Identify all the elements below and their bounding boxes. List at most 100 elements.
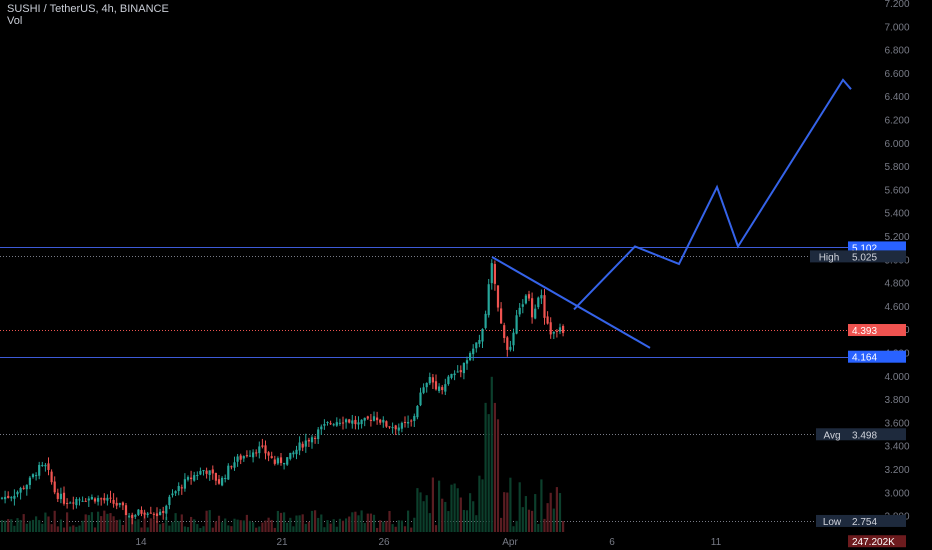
candle-body: [434, 381, 438, 390]
candle-body: [47, 463, 50, 470]
volume-bar: [137, 519, 140, 532]
candle-body: [248, 455, 252, 457]
candle-body: [345, 419, 348, 423]
candle-body: [100, 498, 103, 500]
candle-body: [16, 491, 19, 495]
candle-body: [7, 495, 10, 498]
volume-bar: [16, 518, 19, 532]
volume-bar: [295, 515, 298, 532]
y-tick-label: 3.600: [884, 418, 909, 429]
volume-bar: [245, 514, 248, 532]
volume-bar: [558, 493, 562, 532]
volume-bar: [149, 518, 152, 532]
price-label-tag: Low: [823, 517, 842, 528]
volume-bar: [413, 517, 416, 532]
y-tick-label: 6.600: [884, 69, 909, 80]
candle-body: [273, 459, 276, 464]
candle-body: [183, 479, 186, 489]
volume-bar: [475, 515, 478, 532]
candle-body: [211, 469, 214, 474]
price-label-box: [848, 350, 906, 363]
volume-bar: [314, 510, 317, 532]
volume-bar: [35, 516, 38, 532]
candle-body: [66, 503, 69, 505]
volume-bar: [217, 515, 221, 532]
candle-body: [81, 500, 84, 502]
price-label-tag-box: [816, 514, 848, 527]
volume-bar: [531, 510, 534, 532]
candle-body: [115, 502, 118, 506]
price-label-value: 4.164: [852, 353, 877, 364]
candle-body: [159, 511, 162, 515]
candle-body: [369, 419, 372, 421]
candle-body: [236, 456, 239, 462]
candle-body: [465, 360, 469, 364]
volume-bar: [438, 480, 441, 532]
y-tick-label: 7.000: [884, 22, 909, 33]
candle-body: [475, 342, 478, 349]
volume-bar: [10, 519, 13, 532]
volume-bar: [72, 525, 75, 532]
volume-bar: [22, 514, 25, 532]
volume-bar: [543, 518, 546, 532]
candle-body: [155, 513, 159, 517]
candle-body: [341, 422, 345, 424]
candle-body: [376, 417, 379, 421]
volume-bar: [41, 523, 44, 532]
volume-bar: [283, 512, 286, 532]
candle-body: [493, 264, 496, 284]
candle-body: [537, 297, 540, 308]
price-label-high: 5.025 High: [810, 250, 906, 263]
candle-body: [62, 492, 66, 504]
candle-body: [527, 294, 531, 299]
volume-bar: [376, 527, 379, 532]
volume-bar: [208, 510, 211, 532]
candle-body: [323, 424, 326, 426]
candle-body: [422, 387, 425, 393]
candle-body: [279, 457, 283, 463]
volume-bar: [221, 522, 224, 532]
volume-bar: [487, 414, 490, 532]
volume-bar: [258, 526, 261, 532]
candle-body: [326, 421, 329, 423]
volume-bar: [428, 513, 431, 532]
volume-bar: [481, 479, 484, 532]
y-tick-label: 3.200: [884, 465, 909, 476]
price-label-last: 4.393: [848, 324, 906, 337]
volume-bar: [323, 527, 326, 532]
candle-body: [4, 496, 7, 500]
volume-bar: [276, 510, 279, 532]
volume-bar: [286, 522, 289, 532]
price-label-avg: 3.498 Avg: [816, 428, 906, 441]
volume-bar: [31, 519, 35, 532]
volume-bar: [484, 402, 487, 532]
candle-body: [546, 316, 549, 324]
volume-bar: [193, 519, 196, 532]
candle-body: [558, 327, 562, 332]
candle-body: [233, 462, 236, 468]
candle-body: [397, 427, 400, 431]
volume-bar: [279, 512, 283, 532]
candle-body: [22, 487, 25, 489]
candle-body: [245, 455, 248, 457]
volume-bar: [0, 520, 4, 532]
candle-body: [379, 419, 382, 423]
candle-body: [255, 452, 258, 454]
y-tick-label: 6.400: [884, 92, 909, 103]
candle-body: [131, 514, 134, 518]
price-label-volume: 247.202K: [848, 535, 906, 548]
candle-body: [112, 499, 115, 504]
candle-body: [503, 325, 506, 338]
volume-indicator-label[interactable]: Vol: [7, 15, 23, 27]
candle-body: [332, 424, 335, 426]
volume-bar: [134, 520, 137, 532]
candle-body: [459, 370, 462, 373]
candle-body: [472, 348, 475, 355]
volume-bar: [469, 493, 472, 532]
candle-body: [388, 426, 391, 428]
candle-body: [214, 473, 217, 481]
volume-bar: [242, 520, 245, 532]
candle-body: [276, 458, 279, 464]
